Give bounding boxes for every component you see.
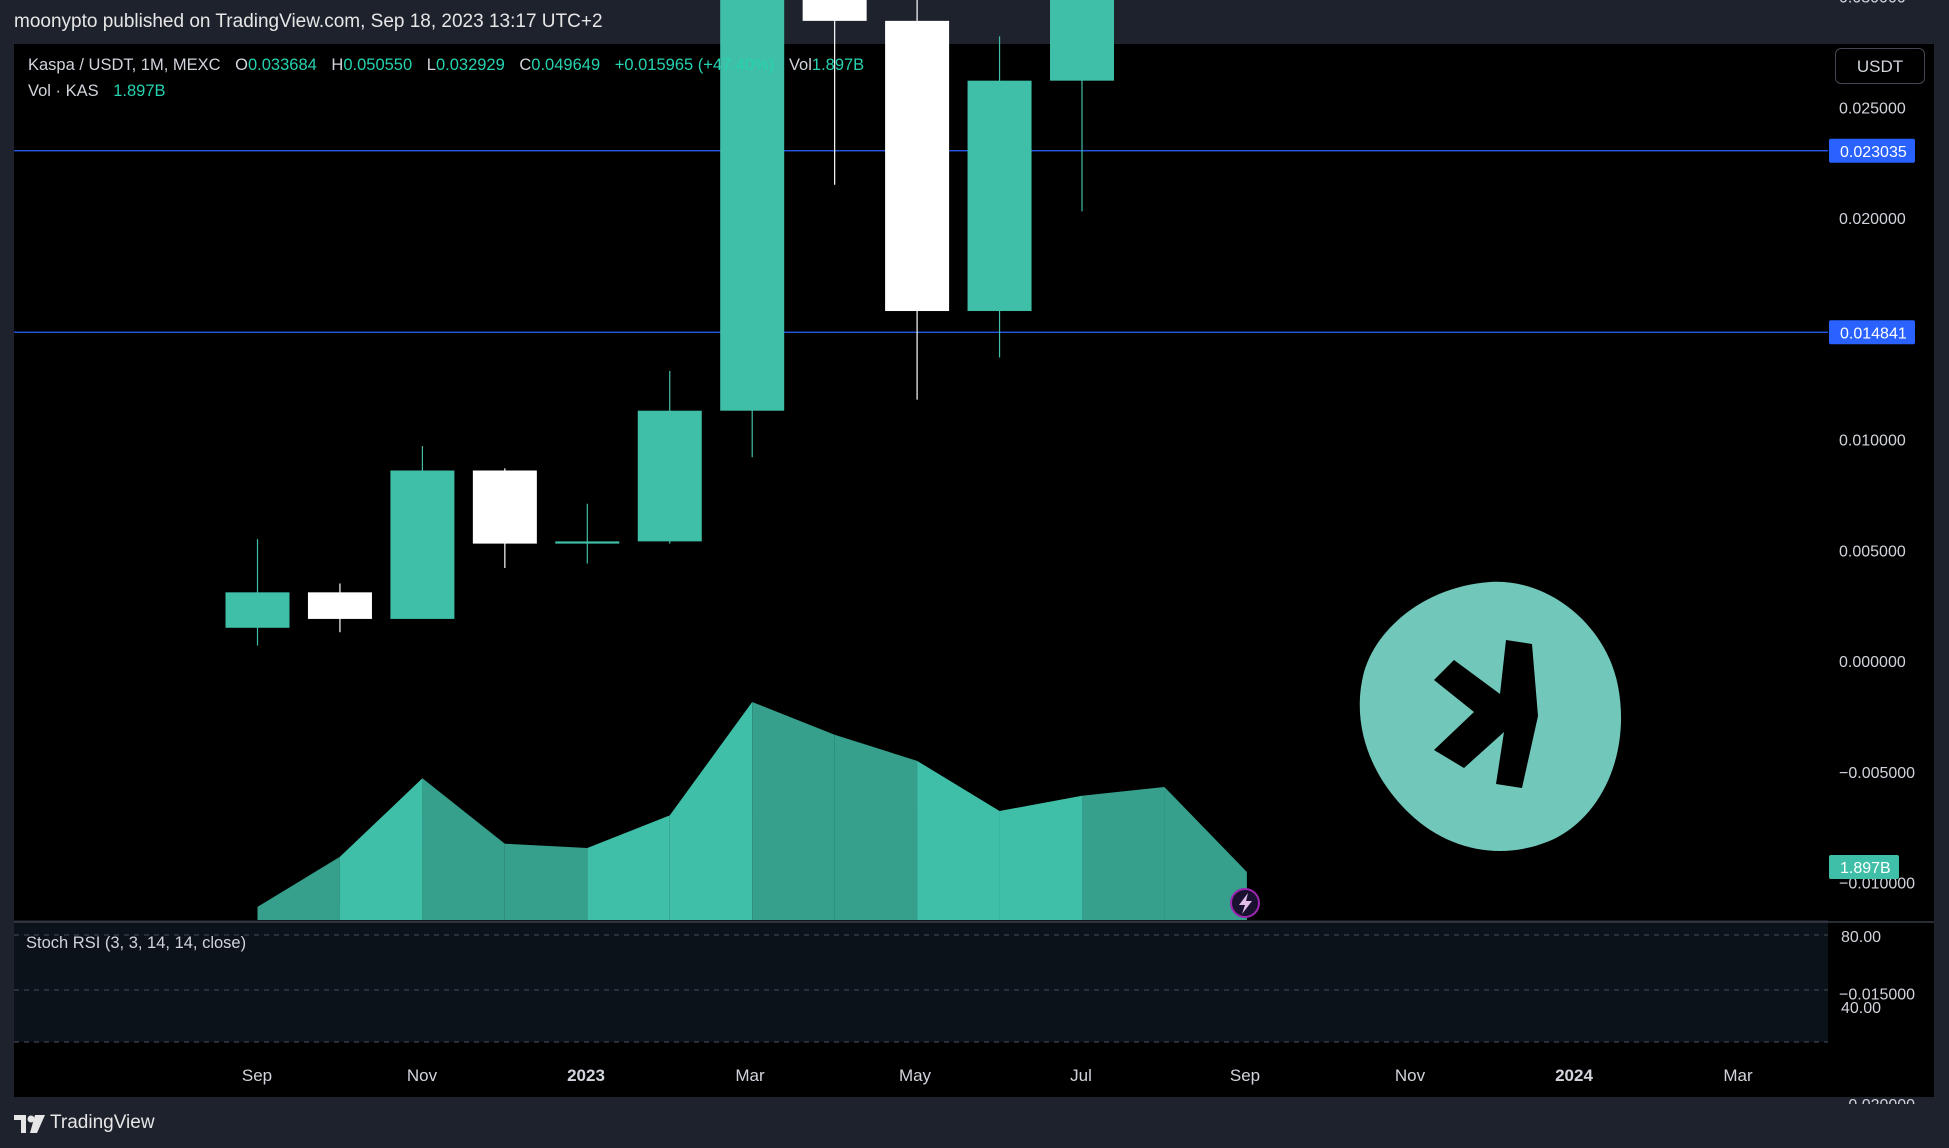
vol-series-label[interactable]: Vol · KAS: [28, 82, 99, 100]
change-value: +0.015965 (+47.40%): [614, 56, 775, 74]
low-label: L: [426, 56, 436, 74]
price-tick-label: −0.005000: [1839, 765, 1915, 782]
volume-segment: [752, 702, 835, 920]
time-tick-label: May: [899, 1066, 932, 1085]
stoch-tick-label: 40.00: [1841, 1000, 1881, 1017]
volume-segment: [587, 815, 670, 920]
price-tick-label: 0.010000: [1839, 433, 1906, 450]
tradingview-brand[interactable]: TradingView: [50, 1112, 155, 1133]
volume-segment: [504, 843, 588, 920]
candle-2022-12[interactable]: [472, 468, 537, 568]
volume-segment: [422, 778, 505, 920]
candle-body: [390, 470, 455, 619]
candle-2022-10[interactable]: [307, 583, 372, 633]
candle-2022-11[interactable]: [390, 446, 455, 619]
price-labels: 0.0505500.0407610.0331770.0230350.014841…: [1829, 138, 1915, 879]
chart-legend: Kaspa / USDT, 1M, MEXC O0.033684 H0.0505…: [28, 52, 864, 104]
time-tick-label: 2024: [1555, 1066, 1593, 1085]
close-label: C: [519, 56, 532, 74]
open-label: O: [235, 56, 248, 74]
price-axis: 0.0450000.0350000.0300000.0250000.020000…: [1839, 0, 1915, 1114]
high-value: 0.050550: [343, 56, 413, 74]
volume-segment: [669, 702, 753, 920]
level-price-text: 0.023035: [1840, 144, 1907, 161]
level-price-label[interactable]: 0.014841: [1829, 320, 1915, 345]
volume-segment: [257, 856, 340, 920]
volume-segment: [834, 734, 918, 920]
candle-body: [802, 0, 867, 21]
vol-label: Vol: [788, 56, 812, 74]
candle-body: [637, 410, 702, 542]
volume-segment: [339, 778, 423, 920]
volume-segment: [999, 795, 1082, 920]
candle-2022-09[interactable]: [225, 539, 290, 646]
high-label: H: [331, 56, 344, 74]
stoch-background: [14, 922, 1828, 1042]
candle-2023-06[interactable]: [967, 36, 1032, 358]
volume-segment: [1082, 787, 1165, 920]
ohlc-row: Kaspa / USDT, 1M, MEXC O0.033684 H0.0505…: [28, 52, 864, 78]
candle-body: [472, 470, 537, 544]
published-header: moonypto published on TradingView.com, S…: [0, 0, 1949, 44]
candle-body: [555, 541, 620, 544]
candle-2023-04[interactable]: [802, 0, 867, 185]
footer: TradingView: [0, 1104, 1949, 1148]
volume-area: [14, 702, 1828, 922]
candle-body: [307, 592, 372, 619]
stoch-rsi-pane: 80.00 40.00: [14, 921, 1934, 1043]
price-tick-label: −0.010000: [1839, 876, 1915, 893]
stoch-rsi-label[interactable]: Stoch RSI (3, 3, 14, 14, close): [26, 934, 247, 952]
volume-value-label: 1.897B: [1829, 855, 1899, 879]
lightning-icon[interactable]: [1230, 888, 1260, 918]
vol-series-value: 1.897B: [113, 82, 166, 100]
price-tick-label: 0.005000: [1839, 543, 1906, 560]
time-tick-label: Sep: [242, 1066, 272, 1085]
time-tick-label: Mar: [735, 1066, 765, 1085]
candles: [225, 0, 1114, 646]
time-axis: Sep Nov 2023 Mar May Jul Sep Nov 2024 Mar: [242, 1066, 1753, 1085]
price-tick-label: 0.025000: [1839, 100, 1906, 117]
kaspa-logo-mark: [1434, 640, 1538, 788]
price-tick-label: 0.020000: [1839, 211, 1906, 228]
time-tick-label: 2023: [567, 1066, 605, 1085]
candle-2023-05[interactable]: [885, 0, 950, 400]
candle-2023-01[interactable]: [555, 503, 620, 564]
time-tick-label: Nov: [1395, 1066, 1426, 1085]
volume-row: Vol · KAS 1.897B: [28, 78, 864, 104]
currency-button[interactable]: USDT: [1835, 48, 1925, 84]
candle-body: [885, 20, 950, 312]
close-value: 0.049649: [531, 56, 601, 74]
stoch-tick-label: 80.00: [1841, 929, 1881, 946]
symbol-name[interactable]: Kaspa / USDT, 1M, MEXC: [28, 56, 221, 74]
time-tick-label: Nov: [407, 1066, 438, 1085]
price-tick-label: 0.030000: [1839, 0, 1906, 7]
level-price-label[interactable]: 0.023035: [1829, 138, 1915, 163]
candle-2023-07[interactable]: [1050, 0, 1114, 212]
tradingview-logo-icon: [14, 1115, 45, 1133]
candle-body: [720, 0, 785, 411]
low-value: 0.032929: [435, 56, 505, 74]
level-price-text: 0.014841: [1840, 325, 1907, 342]
candle-body: [225, 592, 290, 628]
candle-body: [967, 80, 1032, 312]
candle-2023-02[interactable]: [637, 370, 702, 544]
candle-2023-03[interactable]: [720, 0, 785, 458]
published-text: moonypto published on TradingView.com, S…: [14, 11, 603, 32]
time-tick-label: Jul: [1070, 1066, 1092, 1085]
kaspa-logo: [1359, 581, 1622, 851]
candle-body: [1050, 0, 1114, 81]
price-tick-label: −0.015000: [1839, 986, 1915, 1003]
open-value: 0.033684: [248, 56, 317, 74]
time-tick-label: Mar: [1723, 1066, 1753, 1085]
vol-value: 1.897B: [811, 56, 865, 74]
time-tick-label: Sep: [1230, 1066, 1260, 1085]
volume-value-text: 1.897B: [1840, 860, 1891, 877]
volume-segment: [1164, 787, 1247, 920]
volume-segment: [917, 760, 1000, 920]
price-tick-label: 0.000000: [1839, 654, 1906, 671]
